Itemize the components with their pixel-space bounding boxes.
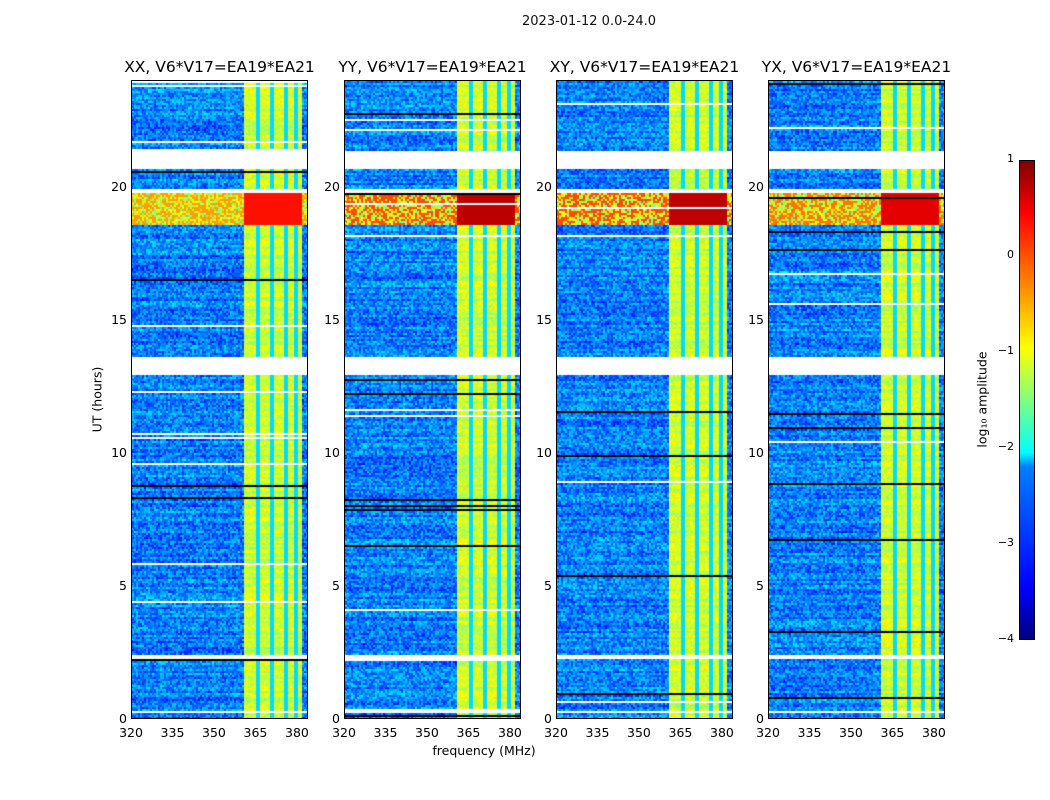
y-tick-label: 0 — [119, 711, 127, 726]
panel-title: YX, V6*V17=EA19*EA21 — [761, 58, 952, 76]
colorbar-tick-label: 0 — [1007, 248, 1014, 261]
x-tick-label: 350 — [627, 725, 651, 740]
colorbar-tick-label: −1 — [997, 344, 1014, 357]
x-tick-label: 350 — [415, 725, 439, 740]
x-tick-label: 380 — [498, 725, 522, 740]
colorbar-tick-label: −4 — [997, 632, 1014, 645]
x-tick-label: 350 — [202, 725, 226, 740]
y-tick-label: 10 — [536, 444, 552, 460]
x-tick-label: 365 — [668, 725, 693, 740]
y-tick-label: 15 — [536, 311, 552, 327]
x-tick-label: 380 — [922, 725, 946, 740]
heatmap-panel — [131, 80, 308, 719]
colorbar-label: log₁₀ amplitude — [974, 351, 990, 448]
y-tick-label: 5 — [544, 577, 552, 593]
y-axis-label: UT (hours) — [89, 366, 105, 433]
x-tick-label: 320 — [119, 725, 143, 740]
y-tick-label: 5 — [119, 577, 127, 593]
panel-title: XX, V6*V17=EA19*EA21 — [124, 58, 315, 76]
y-tick-label: 20 — [111, 178, 127, 194]
x-tick-label: 335 — [160, 725, 185, 740]
x-tick-label: 380 — [710, 725, 734, 740]
x-tick-label: 335 — [797, 725, 822, 740]
colorbar-tick-label: −3 — [997, 536, 1014, 549]
y-tick-label: 15 — [748, 311, 764, 327]
panel-title: XY, V6*V17=EA19*EA21 — [549, 58, 740, 76]
x-tick-label: 365 — [456, 725, 481, 740]
heatmap-image — [769, 81, 944, 718]
y-tick-label: 0 — [756, 711, 764, 726]
colorbar-tick-label: −2 — [997, 440, 1014, 453]
heatmap-panel — [768, 80, 945, 719]
y-tick-label: 20 — [748, 178, 764, 194]
y-tick-label: 0 — [332, 711, 340, 726]
y-tick-label: 15 — [324, 311, 340, 327]
y-tick-label: 15 — [111, 311, 127, 327]
heatmap-image — [132, 81, 307, 718]
y-tick-label: 10 — [324, 444, 340, 460]
x-tick-label: 335 — [585, 725, 610, 740]
y-tick-label: 5 — [756, 577, 764, 593]
y-tick-label: 10 — [111, 444, 127, 460]
x-tick-label: 320 — [544, 725, 568, 740]
heatmap-image — [557, 81, 732, 718]
y-tick-label: 20 — [324, 178, 340, 194]
colorbar-tick-label: 1 — [1007, 152, 1014, 165]
x-tick-label: 380 — [285, 725, 309, 740]
x-tick-label: 365 — [880, 725, 905, 740]
panel-title: YY, V6*V17=EA19*EA21 — [338, 58, 527, 76]
x-tick-label: 335 — [373, 725, 398, 740]
x-tick-label: 350 — [839, 725, 863, 740]
y-tick-label: 20 — [536, 178, 552, 194]
colorbar — [1019, 160, 1035, 640]
heatmap-panel — [344, 80, 521, 719]
y-tick-label: 5 — [332, 577, 340, 593]
heatmap-panel — [556, 80, 733, 719]
y-tick-label: 10 — [748, 444, 764, 460]
heatmap-image — [345, 81, 520, 718]
x-tick-label: 320 — [332, 725, 356, 740]
x-tick-label: 365 — [243, 725, 268, 740]
y-tick-label: 0 — [544, 711, 552, 726]
figure-title: 2023-01-12 0.0-24.0 — [522, 14, 656, 29]
x-tick-label: 320 — [756, 725, 780, 740]
x-axis-label: frequency (MHz) — [432, 743, 536, 758]
